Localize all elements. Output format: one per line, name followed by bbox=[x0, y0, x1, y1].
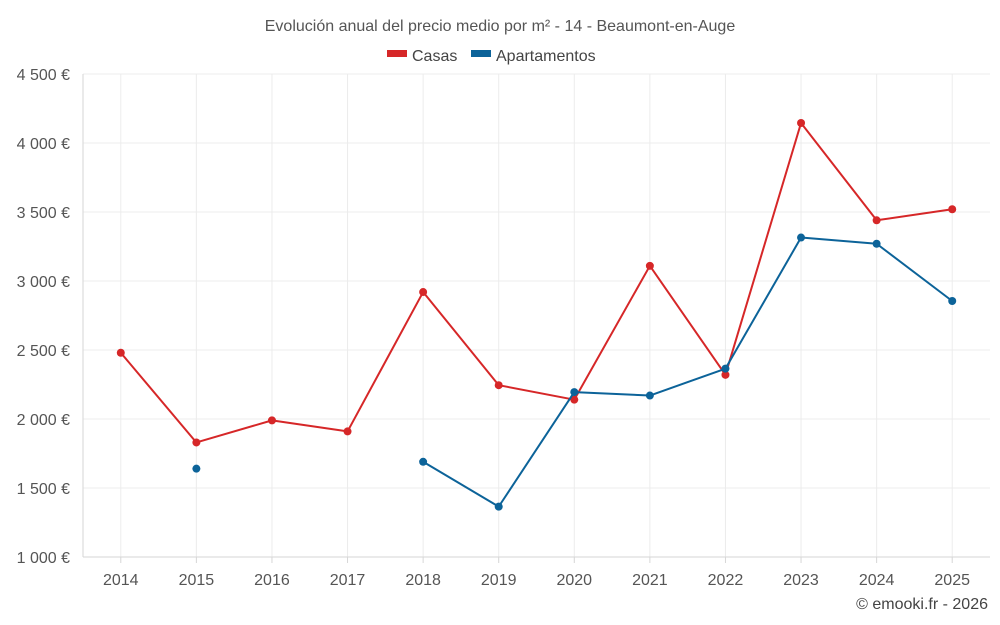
x-tick-label: 2023 bbox=[783, 572, 819, 589]
series-line-apartamentos bbox=[422, 236, 953, 508]
y-tick-label: 2 500 € bbox=[17, 343, 70, 360]
y-tick-label: 4 000 € bbox=[17, 136, 70, 153]
x-tick-label: 2021 bbox=[632, 572, 668, 589]
x-tick-label: 2019 bbox=[481, 572, 517, 589]
data-point-casas-2020[interactable] bbox=[570, 395, 579, 404]
data-point-apartamentos-2023[interactable] bbox=[797, 233, 806, 242]
series-line-casas bbox=[120, 121, 953, 444]
copyright-credit: © emooki.fr - 2026 bbox=[856, 596, 988, 613]
data-point-apartamentos-2024[interactable] bbox=[872, 239, 881, 248]
grid bbox=[83, 73, 990, 557]
x-tick-label: 2024 bbox=[859, 572, 895, 589]
y-tick-label: 1 500 € bbox=[17, 481, 70, 498]
x-tick-label: 2020 bbox=[556, 572, 592, 589]
data-point-casas-2022[interactable] bbox=[721, 370, 730, 379]
data-point-casas-2024[interactable] bbox=[872, 216, 881, 225]
data-point-casas-2025[interactable] bbox=[948, 205, 957, 214]
data-point-casas-2019[interactable] bbox=[494, 381, 503, 390]
y-tick-label: 4 500 € bbox=[17, 67, 70, 84]
x-tick-label: 2025 bbox=[934, 572, 970, 589]
legend-swatch-casas bbox=[387, 50, 407, 57]
chart-title: Evolución anual del precio medio por m² … bbox=[265, 18, 736, 35]
data-point-apartamentos-2020[interactable] bbox=[570, 388, 579, 397]
data-point-apartamentos-2019[interactable] bbox=[494, 502, 503, 511]
data-point-casas-2014[interactable] bbox=[116, 348, 125, 357]
legend: Casas Apartamentos bbox=[387, 48, 596, 65]
data-point-casas-2021[interactable] bbox=[645, 261, 654, 270]
data-point-apartamentos-2022[interactable] bbox=[721, 364, 730, 373]
data-point-casas-2015[interactable] bbox=[192, 438, 201, 447]
legend-label-casas[interactable]: Casas bbox=[412, 48, 457, 65]
x-tick-label: 2022 bbox=[708, 572, 744, 589]
y-tick-label: 3 000 € bbox=[17, 274, 70, 291]
data-point-casas-2023[interactable] bbox=[797, 118, 806, 127]
y-tick-label: 1 000 € bbox=[17, 550, 70, 567]
x-tick-label: 2018 bbox=[405, 572, 441, 589]
x-tick-label: 2015 bbox=[179, 572, 215, 589]
axes: 1 000 € 1 500 € 2 000 € 2 500 € 3 000 € 3 500… bbox=[17, 67, 990, 589]
x-tick-label: 2016 bbox=[254, 572, 290, 589]
series bbox=[116, 118, 957, 511]
x-tick-label: 2014 bbox=[103, 572, 139, 589]
data-point-casas-2017[interactable] bbox=[343, 427, 352, 436]
data-point-apartamentos-2015[interactable] bbox=[192, 464, 201, 473]
data-point-apartamentos-2025[interactable] bbox=[948, 297, 957, 306]
legend-label-apartamentos[interactable]: Apartamentos bbox=[496, 48, 596, 65]
x-tick-label: 2017 bbox=[330, 572, 366, 589]
legend-swatch-apartamentos bbox=[471, 50, 491, 57]
data-point-casas-2018[interactable] bbox=[419, 288, 428, 297]
y-tick-label: 3 500 € bbox=[17, 205, 70, 222]
data-point-casas-2016[interactable] bbox=[267, 416, 276, 425]
data-point-apartamentos-2018[interactable] bbox=[419, 457, 428, 466]
data-point-apartamentos-2021[interactable] bbox=[645, 391, 654, 400]
y-tick-label: 2 000 € bbox=[17, 412, 70, 429]
